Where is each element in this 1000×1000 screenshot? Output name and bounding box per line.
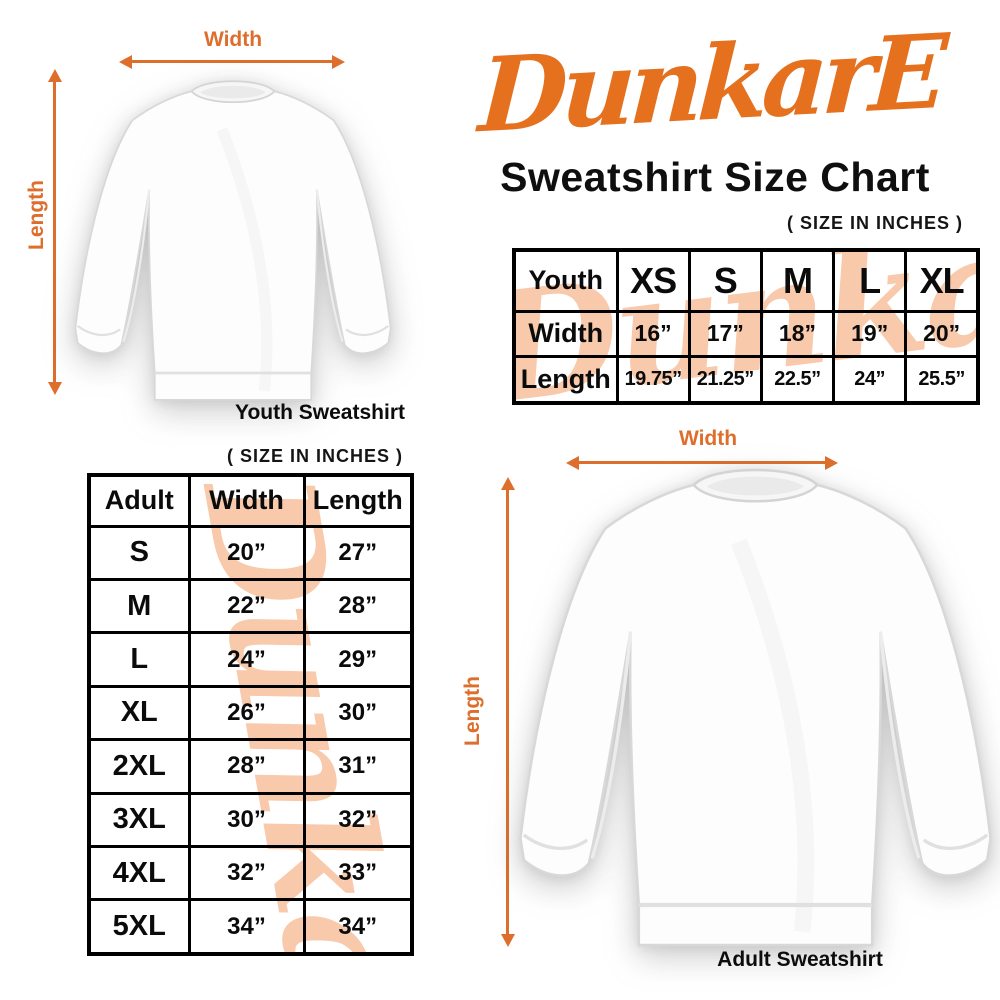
adult-table-length-value: 28”	[302, 578, 414, 635]
adult-sweatshirt-image	[472, 425, 1000, 975]
adult-table-row: L 24” 29”	[87, 631, 414, 688]
adult-size-note: ( SIZE IN INCHES )	[226, 446, 403, 466]
youth-table-value: 16”	[615, 309, 691, 359]
youth-size-note: ( SIZE IN INCHES )	[786, 213, 963, 233]
adult-table-size-label: 5XL	[87, 898, 191, 956]
adult-table-width-value: 20”	[187, 524, 306, 582]
adult-table-row: XL 26” 30”	[87, 684, 414, 742]
youth-table-row-label: Width	[512, 309, 619, 359]
adult-table-length-value: 27”	[302, 524, 414, 582]
youth-table-value: 19.75”	[615, 355, 691, 405]
youth-table-size-header: XL	[904, 248, 980, 313]
adult-width-label: Width	[678, 427, 738, 450]
brand-logo-text: DunkarE	[476, 11, 945, 157]
youth-table-size-header: XS	[615, 248, 691, 313]
youth-sweatshirt-caption: Youth Sweatshirt	[235, 401, 405, 424]
adult-table-row: 4XL 32” 33”	[87, 844, 414, 902]
adult-table-width-value: 28”	[187, 738, 306, 795]
adult-size-table: Adult Width Length S 20” 27” M 22” 28” L 24” 29” XL 2…	[87, 473, 414, 956]
adult-table-row: S 20” 27”	[87, 524, 414, 582]
youth-table-header-row: Youth XS S M L XL	[512, 248, 980, 313]
youth-table-row-label: Length	[512, 355, 619, 405]
adult-table-size-label: 3XL	[87, 791, 191, 848]
adult-table-header: Length	[302, 473, 414, 528]
adult-table-width-value: 32”	[187, 844, 306, 902]
youth-width-arrow	[119, 54, 345, 69]
adult-length-arrow	[500, 477, 515, 947]
youth-size-table: Youth XS S M L XL Width 16” 17” 18” 19” 20” Length 19…	[512, 248, 980, 405]
adult-table-header: Adult	[87, 473, 191, 528]
adult-table-size-label: S	[87, 524, 191, 582]
page-title: Sweatshirt Size Chart	[500, 154, 930, 200]
adult-table-size-label: XL	[87, 684, 191, 742]
youth-length-arrow	[47, 69, 62, 395]
youth-table-value: 17”	[687, 309, 763, 359]
adult-table-width-value: 34”	[187, 898, 306, 956]
adult-table-length-value: 34”	[302, 898, 414, 956]
youth-table-value: 22.5”	[759, 355, 836, 405]
adult-table-size-label: L	[87, 631, 191, 688]
adult-sweatshirt-caption: Adult Sweatshirt	[717, 948, 883, 971]
adult-table-length-value: 30”	[302, 684, 414, 742]
youth-table-corner-header: Youth	[512, 248, 619, 313]
youth-table-size-header: L	[832, 248, 908, 313]
adult-table-row: 3XL 30” 32”	[87, 791, 414, 848]
adult-table-length-value: 31”	[302, 738, 414, 795]
youth-table-value: 19”	[832, 309, 908, 359]
youth-table-value: 25.5”	[904, 355, 980, 405]
adult-table-length-value: 29”	[302, 631, 414, 688]
youth-width-label: Width	[203, 28, 263, 51]
youth-table-value: 18”	[759, 309, 836, 359]
youth-sweatshirt-image	[43, 51, 423, 420]
youth-table-value: 24”	[832, 355, 908, 405]
youth-table-row: Width 16” 17” 18” 19” 20”	[512, 309, 980, 359]
youth-table-size-header: M	[759, 248, 836, 313]
adult-table-width-value: 24”	[187, 631, 306, 688]
adult-table-size-label: 2XL	[87, 738, 191, 795]
adult-table-width-value: 26”	[187, 684, 306, 742]
youth-table-row: Length 19.75” 21.25” 22.5” 24” 25.5”	[512, 355, 980, 405]
youth-table-value: 20”	[904, 309, 980, 359]
youth-table-value: 21.25”	[687, 355, 763, 405]
adult-table-header-row: Adult Width Length	[87, 473, 414, 528]
adult-table-width-value: 30”	[187, 791, 306, 848]
adult-table-size-label: M	[87, 578, 191, 635]
adult-table-header: Width	[187, 473, 306, 528]
adult-table-size-label: 4XL	[87, 844, 191, 902]
adult-table-length-value: 33”	[302, 844, 414, 902]
adult-table-length-value: 32”	[302, 791, 414, 848]
adult-table-row: 5XL 34” 34”	[87, 898, 414, 956]
brand-logo: DunkarE	[428, 10, 993, 158]
youth-table-size-header: S	[687, 248, 763, 313]
adult-table-row: 2XL 28” 31”	[87, 738, 414, 795]
adult-table-row: M 22” 28”	[87, 578, 414, 635]
adult-table-width-value: 22”	[187, 578, 306, 635]
adult-width-arrow	[566, 455, 838, 470]
